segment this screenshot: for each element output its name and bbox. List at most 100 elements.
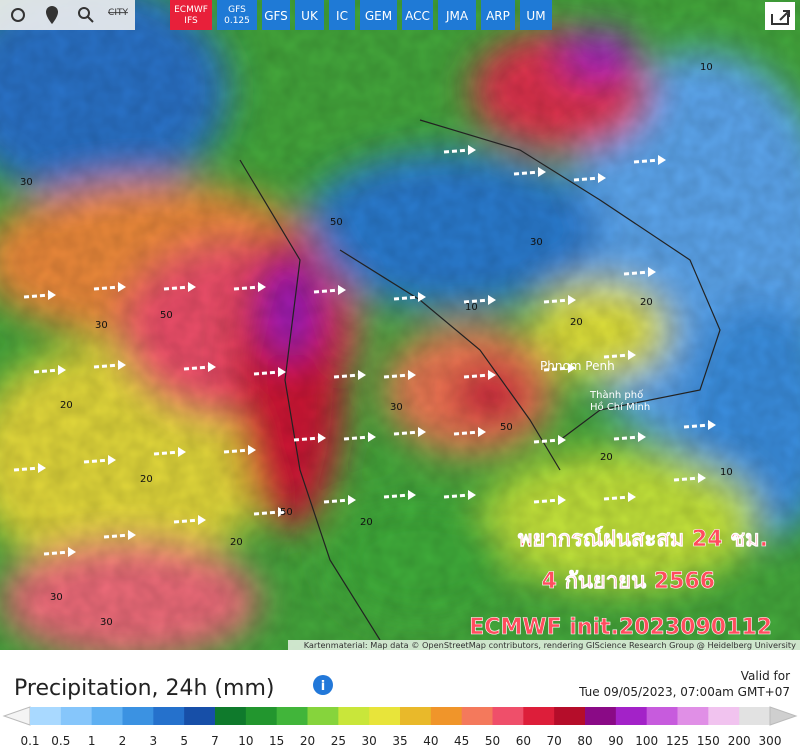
wind-arrow-head bbox=[118, 360, 126, 370]
model-button[interactable] bbox=[520, 0, 552, 30]
wind-arrow-head bbox=[48, 290, 56, 300]
place-label: Phnom Penh bbox=[540, 359, 615, 373]
model-button[interactable] bbox=[295, 0, 324, 30]
scale-label: 10 bbox=[238, 734, 253, 748]
model-label: UM bbox=[526, 9, 545, 23]
model-button[interactable] bbox=[402, 0, 433, 30]
wind-arrow-head bbox=[558, 435, 566, 445]
city-toggle[interactable]: CITY bbox=[108, 8, 128, 18]
model-label: IFS bbox=[184, 16, 198, 26]
model-label: 0.125 bbox=[224, 16, 250, 26]
wind-arrow bbox=[543, 298, 571, 304]
model-button[interactable] bbox=[481, 0, 515, 30]
scale-swatch bbox=[122, 707, 154, 725]
scale-label: 60 bbox=[516, 734, 531, 748]
overlay-title: พยากรณ์ฝนสะสม 24 ชม. bbox=[518, 526, 768, 552]
model-button[interactable] bbox=[438, 0, 476, 30]
border bbox=[239, 119, 721, 641]
scale-label: 150 bbox=[697, 734, 720, 748]
wind-arrow bbox=[313, 288, 341, 294]
wind-arrow bbox=[23, 293, 51, 299]
wind-arrow bbox=[43, 550, 71, 556]
contour-label: 30 bbox=[530, 237, 543, 248]
model-button[interactable] bbox=[170, 0, 212, 30]
wind-arrow bbox=[383, 493, 411, 499]
wind-arrow bbox=[393, 430, 421, 436]
model-label: IC bbox=[336, 9, 348, 23]
wind-arrow bbox=[603, 495, 631, 501]
refresh-icon[interactable] bbox=[11, 8, 25, 22]
wind-arrow bbox=[613, 435, 641, 441]
model-label: ACC bbox=[405, 9, 430, 23]
contour-label: 10 bbox=[465, 302, 478, 313]
wind-arrow bbox=[323, 498, 351, 504]
scale-swatch bbox=[492, 707, 524, 725]
valid-time: Tue 09/05/2023, 07:00am GMT+07 bbox=[578, 685, 790, 699]
scale-label: 30 bbox=[362, 734, 377, 748]
wind-arrow bbox=[633, 158, 661, 164]
scale-swatch bbox=[523, 707, 555, 725]
wind-arrow-head bbox=[248, 445, 256, 455]
overlay-date: 4 กันยายน 2566 bbox=[542, 569, 715, 594]
contour-label: 30 bbox=[95, 320, 108, 331]
location-icon[interactable] bbox=[46, 6, 58, 24]
wind-arrow-head bbox=[188, 282, 196, 292]
model-label: GFS bbox=[264, 9, 288, 23]
contour-label: 20 bbox=[230, 537, 243, 548]
wind-arrow-head bbox=[488, 370, 496, 380]
scale-swatch bbox=[708, 707, 740, 725]
wind-arrow-head bbox=[488, 295, 496, 305]
wind-arrow-head bbox=[698, 473, 706, 483]
wind-arrow-head bbox=[418, 292, 426, 302]
scale-swatch bbox=[60, 707, 93, 725]
attribution: Kartenmaterial: Map data © OpenStreetMap… bbox=[304, 640, 796, 650]
contour-label: 30 bbox=[390, 402, 403, 413]
scale-end bbox=[769, 706, 798, 726]
model-button[interactable] bbox=[262, 0, 290, 30]
place-label: Thành phố bbox=[589, 389, 643, 401]
scale-label: 0.5 bbox=[51, 734, 70, 748]
wind-arrow bbox=[443, 148, 471, 154]
wind-arrow bbox=[543, 366, 571, 372]
wind-arrow-head bbox=[418, 427, 426, 437]
wind-arrow bbox=[33, 368, 61, 374]
place-label: Hồ Chí Minh bbox=[590, 401, 650, 413]
wind-arrow-head bbox=[58, 365, 66, 375]
model-button[interactable] bbox=[217, 0, 257, 30]
wind-arrow bbox=[393, 295, 421, 301]
wind-arrow bbox=[533, 438, 561, 444]
wind-arrow bbox=[173, 518, 201, 524]
wind-arrow-head bbox=[118, 282, 126, 292]
scale-label: 125 bbox=[666, 734, 689, 748]
contour-label: 50 bbox=[160, 310, 173, 321]
model-label: JMA bbox=[445, 9, 469, 23]
model-button[interactable] bbox=[329, 0, 355, 30]
wind-arrow-head bbox=[348, 495, 356, 505]
wind-arrow bbox=[343, 435, 371, 441]
scale-label: 300 bbox=[759, 734, 782, 748]
wind-arrow-head bbox=[598, 173, 606, 183]
scale-swatch bbox=[184, 707, 216, 725]
scale-swatch bbox=[369, 707, 401, 725]
wind-arrow-head bbox=[208, 362, 216, 372]
model-label: ARP bbox=[486, 9, 510, 23]
info-button[interactable] bbox=[313, 675, 333, 695]
scale-swatch bbox=[276, 707, 308, 725]
wind-arrow bbox=[293, 436, 321, 442]
map[interactable]: 3050302020503020301020502010302010502030… bbox=[0, 0, 800, 660]
scale-label: 3 bbox=[150, 734, 158, 748]
model-button[interactable] bbox=[360, 0, 397, 30]
scale-swatch bbox=[615, 707, 648, 725]
wind-arrow bbox=[93, 363, 121, 369]
wind-arrow-head bbox=[638, 432, 646, 442]
contour-label: 20 bbox=[640, 297, 653, 308]
share-button[interactable] bbox=[765, 2, 795, 30]
contour-label: 20 bbox=[600, 452, 613, 463]
zoom-icon[interactable] bbox=[78, 7, 90, 19]
contour-label: 20 bbox=[570, 317, 583, 328]
contour-label: 50 bbox=[330, 217, 343, 228]
wind-arrow-head bbox=[468, 490, 476, 500]
contour-label: 30 bbox=[50, 592, 63, 603]
scale-swatch bbox=[215, 707, 247, 725]
